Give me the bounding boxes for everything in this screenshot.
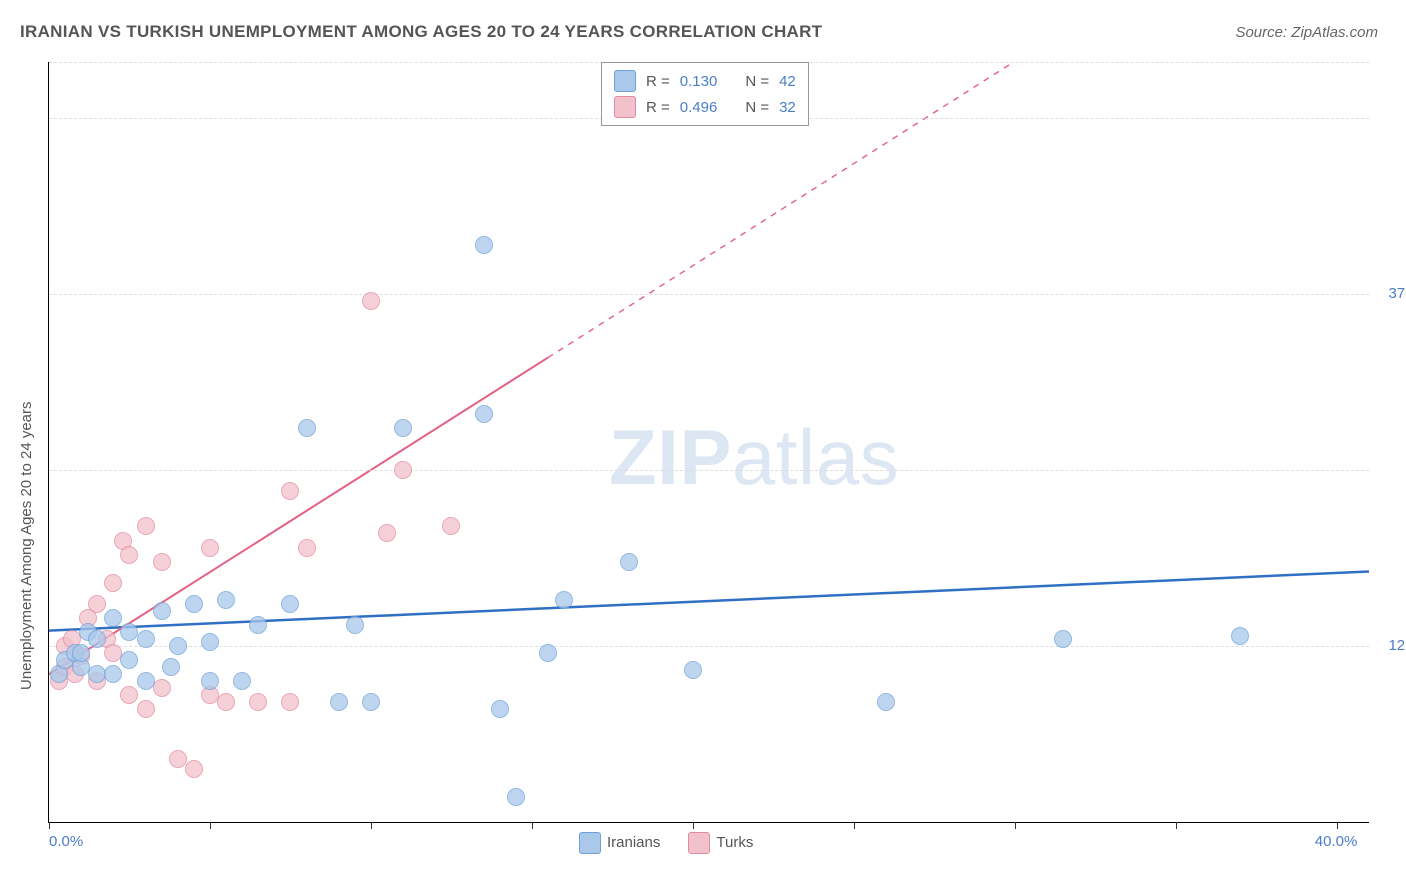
scatter-point — [507, 788, 525, 806]
scatter-point — [394, 461, 412, 479]
scatter-point — [120, 686, 138, 704]
legend-n-label: N = — [745, 73, 769, 90]
scatter-point — [153, 553, 171, 571]
watermark-atlas: atlas — [732, 413, 899, 501]
legend-swatch — [688, 832, 710, 854]
x-tick-mark — [1176, 822, 1177, 829]
scatter-point — [539, 644, 557, 662]
source-label: Source: ZipAtlas.com — [1235, 24, 1378, 41]
legend-series-label: Iranians — [607, 834, 660, 851]
scatter-point — [281, 482, 299, 500]
scatter-point — [378, 524, 396, 542]
scatter-point — [137, 672, 155, 690]
regression-lines — [49, 62, 1369, 822]
gridline-h — [49, 294, 1369, 295]
legend-swatch — [614, 70, 636, 92]
legend-stats: R = 0.130 N = 42 R = 0.496 N = 32 — [601, 62, 809, 126]
scatter-point — [217, 591, 235, 609]
scatter-point — [362, 292, 380, 310]
scatter-point — [233, 672, 251, 690]
scatter-point — [120, 546, 138, 564]
scatter-point — [185, 595, 203, 613]
x-tick-mark — [210, 822, 211, 829]
scatter-point — [555, 591, 573, 609]
legend-r-value: 0.496 — [680, 99, 718, 116]
scatter-point — [362, 693, 380, 711]
gridline-h — [49, 646, 1369, 647]
legend-n-value: 42 — [779, 73, 796, 90]
x-tick-mark — [532, 822, 533, 829]
x-tick-mark — [854, 822, 855, 829]
scatter-point — [137, 700, 155, 718]
legend-swatch — [614, 96, 636, 118]
scatter-point — [1231, 627, 1249, 645]
x-tick-mark — [693, 822, 694, 829]
scatter-point — [298, 539, 316, 557]
scatter-point — [281, 693, 299, 711]
scatter-point — [346, 616, 364, 634]
x-tick-mark — [1015, 822, 1016, 829]
x-tick-label: 0.0% — [49, 833, 83, 850]
legend-series-item: Iranians — [579, 832, 660, 854]
scatter-point — [153, 679, 171, 697]
scatter-point — [1054, 630, 1072, 648]
scatter-point — [137, 630, 155, 648]
y-axis-label: Unemployment Among Ages 20 to 24 years — [18, 401, 35, 690]
scatter-point — [394, 419, 412, 437]
legend-r-label: R = — [646, 99, 670, 116]
scatter-point — [169, 750, 187, 768]
scatter-point — [201, 539, 219, 557]
chart-plot-area: ZIPatlas R =0.130N =42R =0.496N =32 Iran… — [48, 62, 1369, 823]
legend-n-value: 32 — [779, 99, 796, 116]
scatter-point — [620, 553, 638, 571]
scatter-point — [185, 760, 203, 778]
legend-swatch — [579, 832, 601, 854]
scatter-point — [104, 665, 122, 683]
scatter-point — [217, 693, 235, 711]
scatter-point — [330, 693, 348, 711]
x-tick-label: 40.0% — [1315, 833, 1358, 850]
scatter-point — [475, 236, 493, 254]
scatter-point — [162, 658, 180, 676]
scatter-point — [104, 574, 122, 592]
legend-series-label: Turks — [716, 834, 753, 851]
scatter-point — [249, 616, 267, 634]
scatter-point — [684, 661, 702, 679]
legend-series-item: Turks — [688, 832, 753, 854]
scatter-point — [442, 517, 460, 535]
y-tick-label: 12.5% — [1376, 637, 1406, 654]
scatter-point — [249, 693, 267, 711]
watermark: ZIPatlas — [609, 412, 899, 503]
scatter-point — [201, 672, 219, 690]
scatter-point — [153, 602, 171, 620]
legend-stat-row: R = 0.496 N = 32 — [614, 94, 796, 120]
scatter-point — [137, 517, 155, 535]
watermark-zip: ZIP — [609, 413, 732, 501]
x-tick-mark — [371, 822, 372, 829]
scatter-point — [72, 644, 90, 662]
legend-r-label: R = — [646, 73, 670, 90]
scatter-point — [88, 595, 106, 613]
scatter-point — [475, 405, 493, 423]
legend-r-value: 0.130 — [680, 73, 718, 90]
scatter-point — [877, 693, 895, 711]
scatter-point — [298, 419, 316, 437]
gridline-h — [49, 470, 1369, 471]
scatter-point — [169, 637, 187, 655]
legend-series: Iranians Turks — [579, 832, 753, 854]
y-tick-label: 37.5% — [1376, 285, 1406, 302]
scatter-point — [281, 595, 299, 613]
x-tick-mark — [1337, 822, 1338, 829]
scatter-point — [104, 609, 122, 627]
scatter-point — [491, 700, 509, 718]
legend-stat-row: R = 0.130 N = 42 — [614, 68, 796, 94]
chart-title: IRANIAN VS TURKISH UNEMPLOYMENT AMONG AG… — [20, 22, 822, 42]
scatter-point — [201, 633, 219, 651]
x-tick-mark — [49, 822, 50, 829]
legend-n-label: N = — [745, 99, 769, 116]
scatter-point — [120, 651, 138, 669]
scatter-point — [88, 630, 106, 648]
